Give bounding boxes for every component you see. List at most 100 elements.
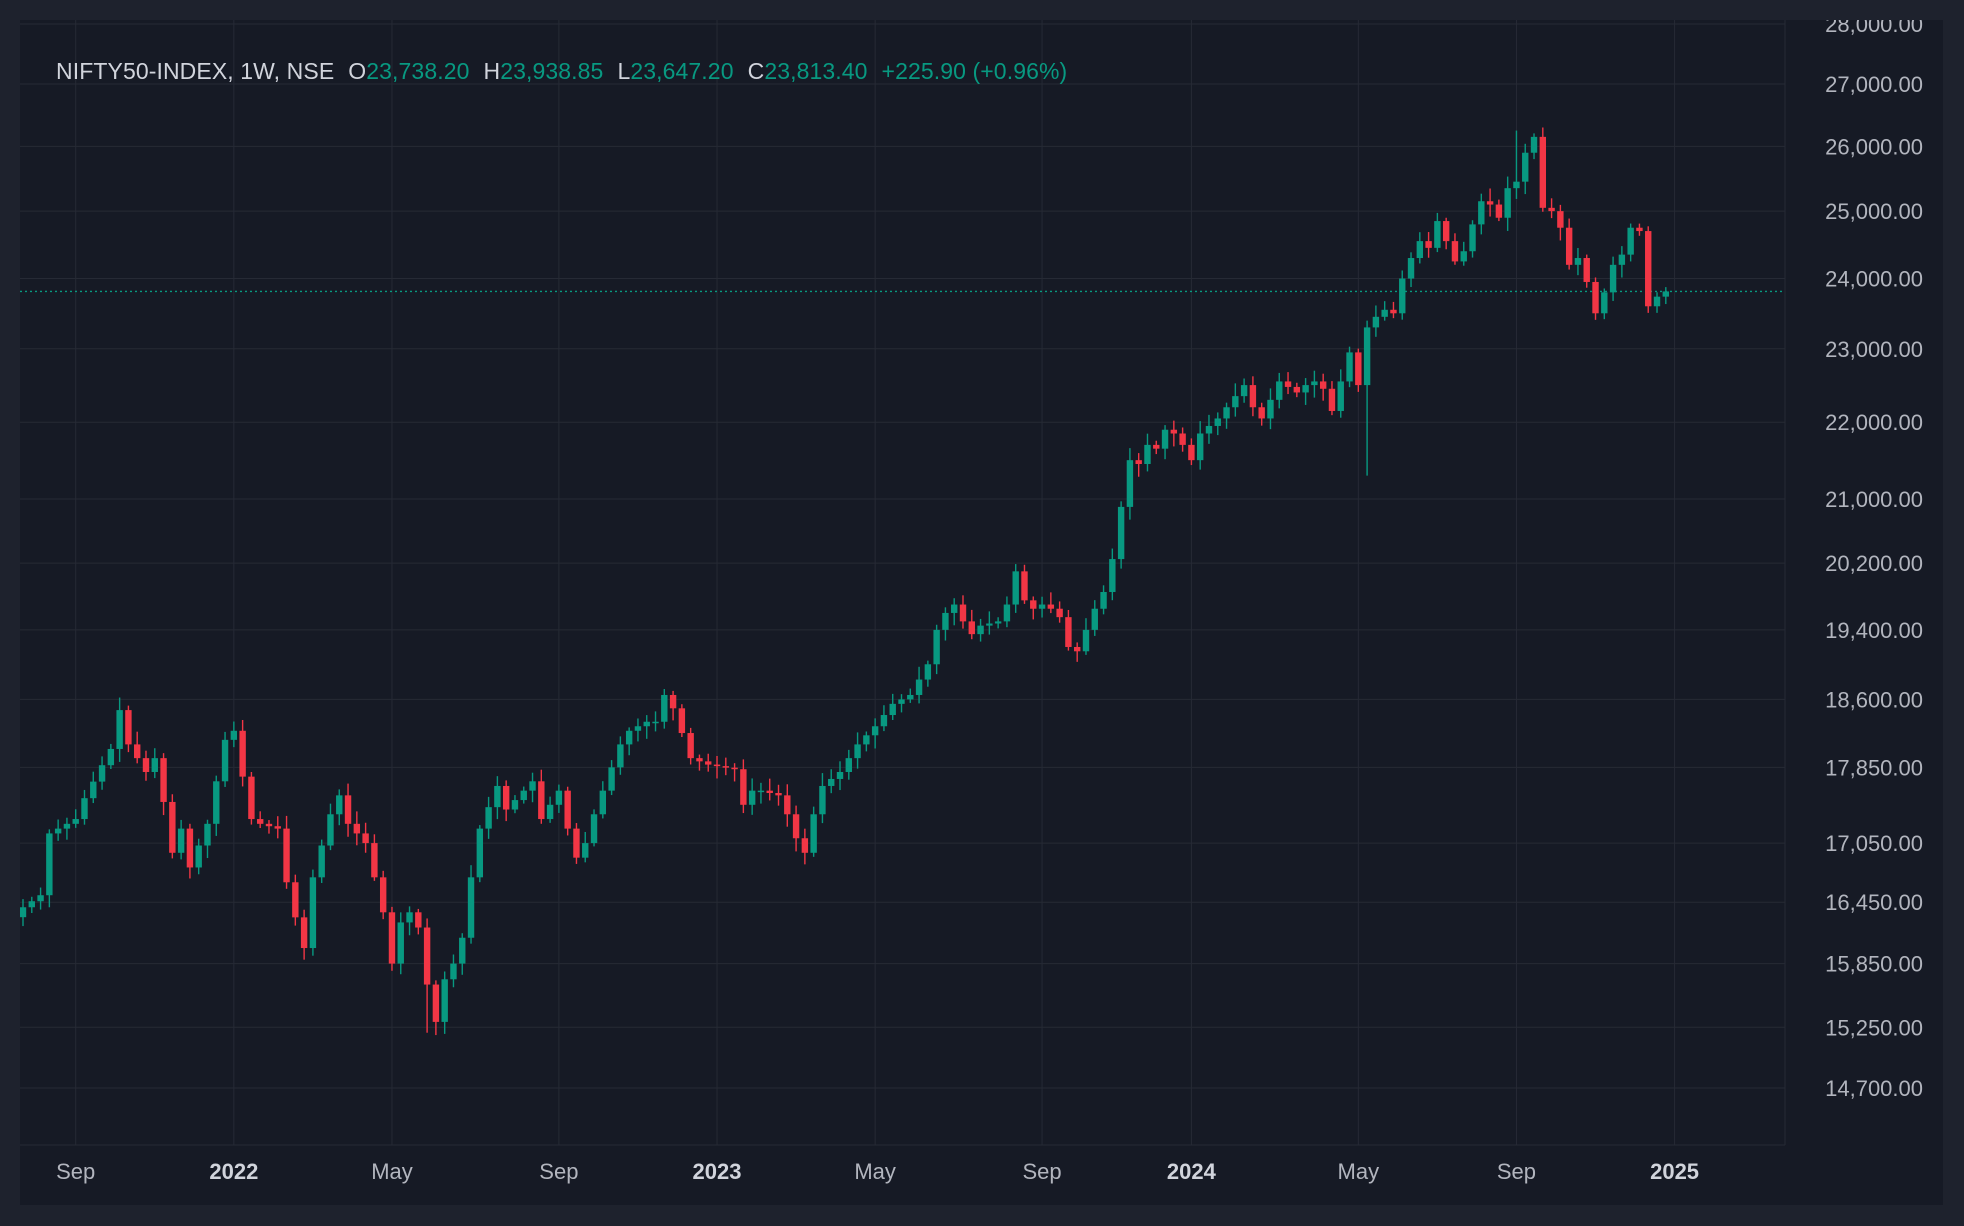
- candlestick-chart[interactable]: 28,000.00 27,000.00 26,000.00 25,000.00 24,0…: [20, 20, 1943, 1205]
- time-axis[interactable]: Sep 2022 May Sep 2023 May Sep 2024 May Sep 2025: [56, 1159, 1699, 1184]
- price-tick-label: 25,000.00: [1825, 199, 1923, 224]
- candle-body: [986, 623, 993, 626]
- candle-up: [520, 786, 527, 804]
- candle-up: [994, 617, 1002, 629]
- candle-body: [696, 758, 703, 762]
- candle-up: [318, 839, 325, 883]
- candle-body: [213, 781, 220, 824]
- candle-body: [336, 795, 343, 815]
- candle-up: [1381, 301, 1388, 321]
- candle-up: [1513, 130, 1520, 199]
- candle-body: [933, 629, 940, 665]
- candle-body: [555, 790, 563, 805]
- candle-body: [590, 814, 598, 844]
- candle-down: [125, 705, 132, 753]
- price-tick-label: 26,000.00: [1825, 134, 1923, 159]
- candle-down: [705, 753, 712, 772]
- candle-up: [977, 618, 984, 642]
- candle-body: [871, 726, 879, 736]
- candle-body: [98, 765, 106, 782]
- candle-body: [37, 895, 44, 902]
- candle-up: [661, 689, 668, 729]
- candle-down: [1319, 373, 1327, 401]
- candle-body: [634, 726, 642, 731]
- candle-down: [1030, 596, 1037, 620]
- candle-down: [388, 906, 396, 971]
- candle-body: [265, 823, 273, 827]
- candle-body: [151, 758, 158, 772]
- candle-up: [828, 769, 835, 794]
- candle-body: [1363, 327, 1371, 386]
- candle-up: [951, 598, 958, 626]
- candle-up: [986, 611, 993, 635]
- candle-down: [766, 778, 773, 801]
- candle-body: [1030, 600, 1037, 609]
- candle-up: [854, 732, 861, 769]
- candle-body: [230, 730, 238, 740]
- candle-body: [757, 790, 765, 793]
- candle-up: [1196, 421, 1204, 470]
- candle-body: [854, 744, 861, 759]
- candle-body: [1451, 241, 1459, 262]
- candle-body: [1627, 227, 1634, 255]
- low-label: L: [617, 58, 631, 84]
- candle-body: [1240, 385, 1248, 397]
- candle-body: [1258, 407, 1265, 419]
- candle-up: [327, 803, 334, 851]
- time-tick-label: Sep: [56, 1159, 95, 1184]
- candle-down: [1065, 610, 1072, 651]
- candle-body: [1662, 291, 1669, 297]
- candle-up: [1223, 402, 1230, 429]
- candle-body: [1346, 352, 1353, 382]
- candle-up: [748, 778, 756, 815]
- candle-body: [309, 877, 317, 949]
- candle-body: [1574, 258, 1582, 265]
- candle-body: [28, 901, 35, 908]
- time-tick-label: Sep: [1497, 1159, 1536, 1184]
- candle-body: [819, 785, 826, 815]
- candle-up: [1346, 346, 1353, 388]
- candle-up: [151, 748, 158, 779]
- candle-down: [1258, 402, 1265, 426]
- candle-body: [625, 730, 633, 745]
- candle-up: [441, 971, 448, 1034]
- candle-up: [107, 743, 115, 770]
- candle-body: [1416, 241, 1424, 259]
- candle-body: [1267, 399, 1274, 419]
- candle-up: [1363, 320, 1371, 476]
- candle-body: [1522, 152, 1529, 182]
- candle-body: [836, 771, 844, 779]
- candle-body: [221, 739, 229, 782]
- candle-body: [1565, 227, 1573, 265]
- candle-down: [1047, 592, 1055, 614]
- candle-up: [546, 796, 554, 823]
- candle-down: [344, 783, 352, 837]
- candle-body: [573, 828, 580, 858]
- candle-body: [740, 769, 747, 805]
- candle-body: [1557, 211, 1564, 228]
- candle-up: [1653, 292, 1661, 313]
- candle-down: [784, 784, 791, 827]
- candle-up: [1407, 252, 1415, 288]
- candle-up: [336, 789, 343, 826]
- candle-up: [213, 775, 220, 836]
- candle-up: [1302, 378, 1309, 405]
- candle-body: [845, 758, 852, 772]
- chart-panel[interactable]: 28,000.00 27,000.00 26,000.00 25,000.00 24,0…: [20, 20, 1943, 1205]
- candle-body: [1407, 258, 1415, 279]
- candle-body: [1618, 254, 1626, 265]
- candle-down: [1486, 188, 1494, 217]
- candle-up: [81, 789, 88, 825]
- price-tick-label: 15,250.00: [1825, 1015, 1923, 1040]
- price-axis[interactable]: 28,000.00 27,000.00 26,000.00 25,000.00 24,0…: [1825, 20, 1923, 1101]
- candle-body: [1372, 316, 1380, 328]
- candle-up: [1003, 596, 1011, 628]
- candle-body: [924, 664, 932, 680]
- candle-body: [1223, 407, 1230, 419]
- candle-body: [968, 621, 975, 635]
- candle-down: [1557, 204, 1564, 241]
- candle-body: [1645, 231, 1652, 307]
- candle-down: [801, 828, 809, 865]
- candle-up: [177, 819, 185, 860]
- candle-down: [353, 811, 361, 846]
